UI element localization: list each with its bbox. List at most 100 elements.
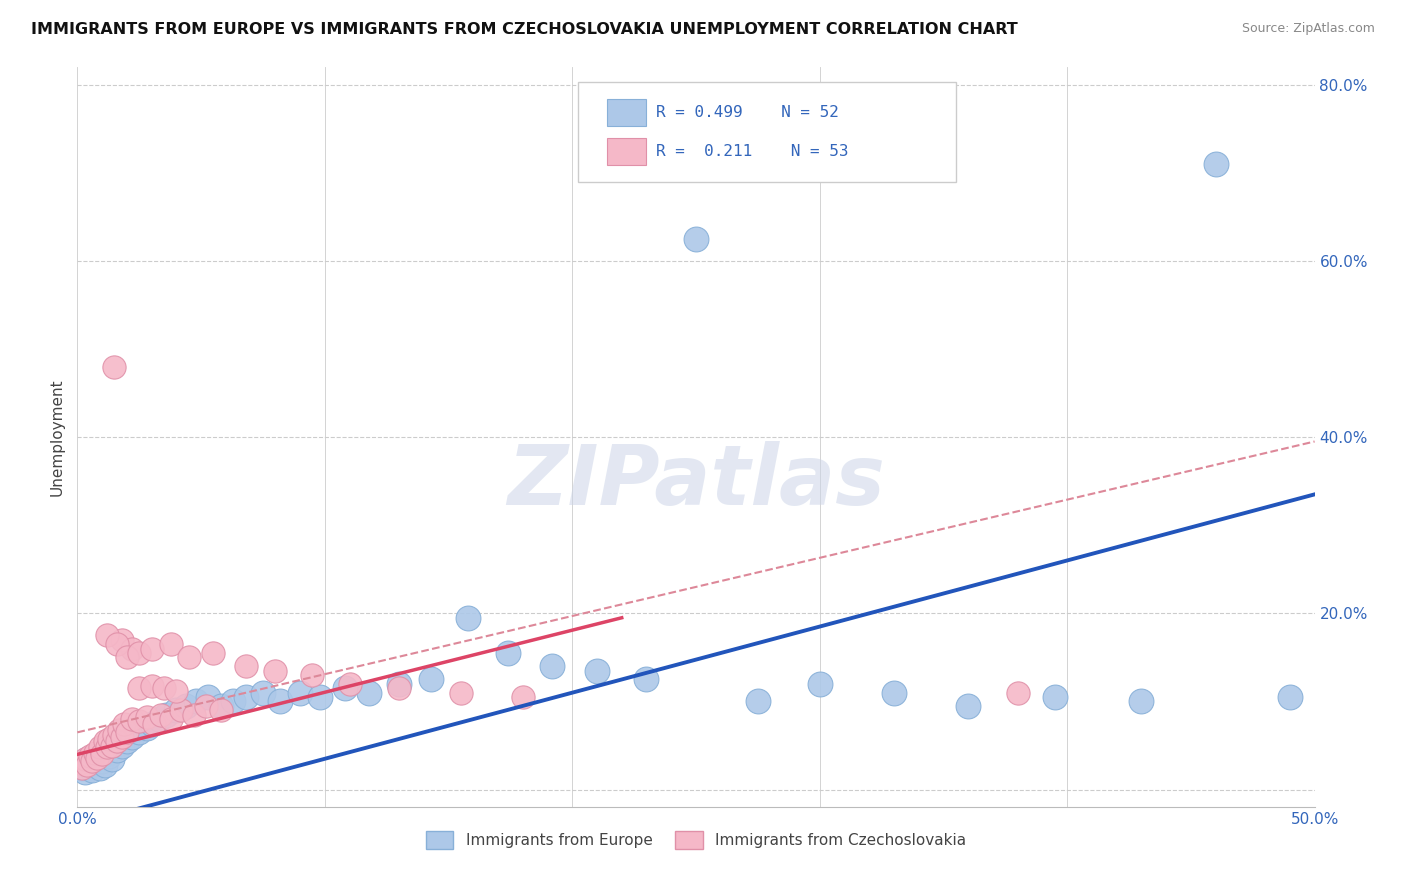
Text: R =  0.211    N = 53: R = 0.211 N = 53	[657, 144, 849, 159]
Point	[83, 749, 105, 764]
Point	[82, 755, 104, 769]
Point	[91, 754, 114, 768]
Point	[79, 749, 101, 764]
Point	[98, 731, 121, 746]
Point	[121, 730, 143, 744]
Point	[111, 632, 134, 647]
Point	[115, 734, 138, 748]
Point	[269, 694, 291, 708]
Point	[69, 756, 91, 771]
Point	[143, 716, 166, 731]
Point	[957, 698, 980, 713]
Point	[174, 698, 197, 713]
Text: IMMIGRANTS FROM EUROPE VS IMMIGRANTS FROM CZECHOSLOVAKIA UNEMPLOYMENT CORRELATIO: IMMIGRANTS FROM EUROPE VS IMMIGRANTS FRO…	[31, 22, 1018, 37]
Point	[91, 747, 114, 762]
Point	[105, 734, 128, 748]
Point	[636, 673, 658, 687]
Bar	[607, 100, 647, 126]
Point	[141, 679, 163, 693]
Point	[141, 716, 163, 731]
Point	[160, 637, 183, 651]
Point	[288, 686, 311, 700]
Point	[128, 681, 150, 696]
Point	[512, 690, 534, 704]
Point	[883, 686, 905, 700]
Point	[141, 641, 163, 656]
Point	[252, 686, 274, 700]
Point	[195, 698, 218, 713]
Point	[98, 749, 121, 764]
Point	[209, 698, 232, 713]
Point	[135, 710, 157, 724]
Point	[115, 725, 138, 739]
Point	[388, 677, 411, 691]
Point	[76, 752, 98, 766]
Point	[184, 694, 207, 708]
Point	[153, 681, 176, 696]
Point	[685, 232, 707, 246]
Point	[541, 659, 564, 673]
Point	[333, 681, 356, 696]
Point	[121, 712, 143, 726]
Point	[388, 681, 411, 696]
Point	[301, 668, 323, 682]
Point	[150, 707, 173, 722]
Point	[420, 673, 443, 687]
Point	[148, 712, 170, 726]
Point	[209, 703, 232, 717]
Point	[264, 664, 287, 678]
Point	[1130, 694, 1153, 708]
Point	[115, 650, 138, 665]
Point	[89, 740, 111, 755]
Point	[89, 761, 111, 775]
Point	[1007, 686, 1029, 700]
Point	[170, 703, 193, 717]
Point	[457, 611, 479, 625]
Point	[160, 712, 183, 726]
Point	[128, 646, 150, 660]
Point	[808, 677, 831, 691]
Point	[1278, 690, 1301, 704]
Point	[103, 359, 125, 374]
FancyBboxPatch shape	[578, 82, 956, 182]
Point	[96, 628, 118, 642]
Point	[155, 707, 177, 722]
Point	[197, 690, 219, 704]
Point	[202, 646, 225, 660]
Point	[86, 751, 108, 765]
Point	[72, 761, 94, 775]
Legend: Immigrants from Europe, Immigrants from Czechoslovakia: Immigrants from Europe, Immigrants from …	[419, 825, 973, 855]
Point	[111, 739, 134, 753]
Point	[105, 743, 128, 757]
Bar	[607, 138, 647, 165]
Text: ZIPatlas: ZIPatlas	[508, 441, 884, 522]
Point	[496, 646, 519, 660]
Point	[101, 739, 124, 753]
Point	[72, 761, 94, 775]
Point	[76, 758, 98, 772]
Point	[69, 756, 91, 771]
Point	[96, 746, 118, 760]
Point	[235, 690, 257, 704]
Point	[128, 714, 150, 728]
Text: R = 0.499    N = 52: R = 0.499 N = 52	[657, 105, 839, 120]
Y-axis label: Unemployment: Unemployment	[49, 378, 65, 496]
Point	[79, 758, 101, 772]
Point	[165, 703, 187, 717]
Point	[747, 694, 769, 708]
Point	[135, 721, 157, 735]
Text: Source: ZipAtlas.com: Source: ZipAtlas.com	[1241, 22, 1375, 36]
Point	[86, 756, 108, 770]
Point	[128, 725, 150, 739]
Point	[121, 641, 143, 656]
Point	[83, 746, 105, 760]
Point	[1043, 690, 1066, 704]
Point	[82, 764, 104, 778]
Point	[222, 694, 245, 708]
Point	[93, 734, 115, 748]
Point	[308, 690, 330, 704]
Point	[235, 659, 257, 673]
Point	[108, 723, 131, 737]
Point	[1205, 157, 1227, 171]
Point	[103, 728, 125, 742]
